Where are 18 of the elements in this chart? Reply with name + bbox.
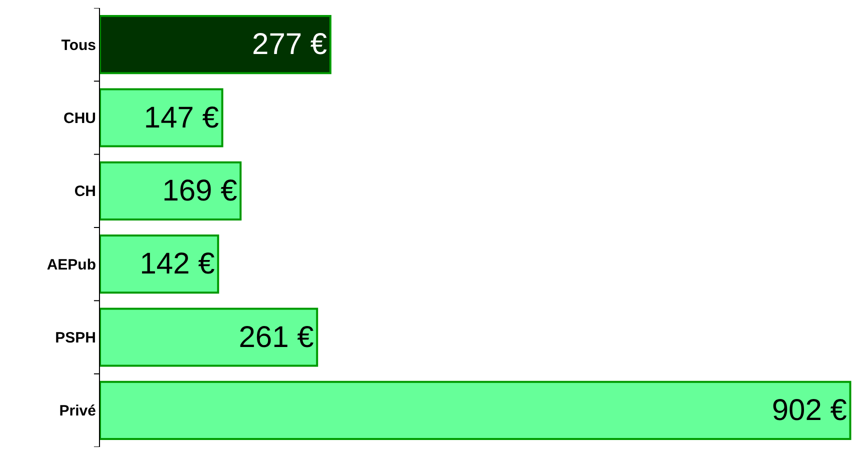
- data-label: 169 €: [162, 174, 238, 208]
- bar: [100, 308, 318, 367]
- bar: [100, 234, 220, 294]
- bar: [100, 380, 852, 440]
- data-label: 277 €: [252, 28, 328, 62]
- data-label: 902 €: [772, 394, 848, 427]
- bar: [100, 161, 242, 220]
- bar: [100, 88, 224, 148]
- y-tick-label: Privé: [59, 402, 96, 420]
- y-tick-label: CHU: [64, 110, 96, 127]
- y-tick-label: CH: [74, 183, 96, 200]
- data-label: 147 €: [144, 101, 220, 134]
- data-label: 142 €: [140, 248, 216, 281]
- data-label: 261 €: [238, 320, 314, 354]
- y-tick-label: PSPH: [55, 330, 96, 346]
- y-tick-label: Tous: [61, 36, 96, 54]
- y-tick-label: AEPub: [46, 256, 96, 274]
- bar: [100, 15, 332, 74]
